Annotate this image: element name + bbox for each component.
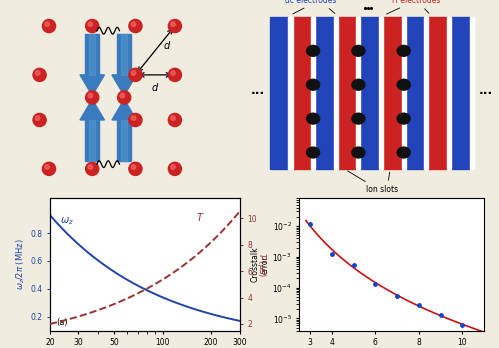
- Bar: [383, 17, 402, 169]
- Circle shape: [168, 68, 182, 81]
- Circle shape: [42, 162, 55, 175]
- Text: $T$: $T$: [196, 211, 204, 223]
- Circle shape: [306, 147, 320, 158]
- Circle shape: [306, 46, 320, 56]
- Circle shape: [306, 113, 320, 124]
- Text: $d$: $d$: [151, 81, 159, 94]
- Text: dc electrodes: dc electrodes: [285, 0, 336, 5]
- Circle shape: [88, 93, 93, 98]
- Circle shape: [352, 113, 365, 124]
- Bar: [356, 17, 360, 169]
- Circle shape: [397, 113, 410, 124]
- Circle shape: [171, 71, 175, 75]
- Bar: [428, 17, 447, 169]
- Circle shape: [352, 46, 365, 56]
- Circle shape: [171, 116, 175, 120]
- Bar: [451, 17, 470, 169]
- Bar: [406, 17, 424, 169]
- Circle shape: [131, 116, 136, 120]
- Circle shape: [306, 79, 320, 90]
- Bar: [89, 33, 95, 75]
- Y-axis label: $\omega_z/2\pi$ (MHz): $\omega_z/2\pi$ (MHz): [15, 239, 27, 290]
- Circle shape: [86, 162, 99, 175]
- Bar: [121, 33, 127, 75]
- Circle shape: [171, 22, 175, 26]
- Bar: [288, 17, 292, 169]
- Text: ···: ···: [250, 87, 265, 100]
- Bar: [270, 17, 474, 169]
- Circle shape: [352, 147, 365, 158]
- Circle shape: [397, 79, 410, 90]
- Polygon shape: [80, 99, 104, 120]
- Text: Ion slots: Ion slots: [366, 185, 398, 194]
- Circle shape: [120, 93, 125, 98]
- Polygon shape: [112, 75, 136, 96]
- Circle shape: [129, 162, 142, 175]
- Bar: [360, 17, 379, 169]
- Circle shape: [42, 19, 55, 33]
- Circle shape: [352, 79, 365, 90]
- Bar: [338, 17, 356, 169]
- Circle shape: [88, 22, 93, 26]
- Circle shape: [171, 165, 175, 169]
- Circle shape: [129, 113, 142, 127]
- Bar: [121, 120, 127, 161]
- Circle shape: [168, 19, 182, 33]
- Circle shape: [397, 46, 410, 56]
- Circle shape: [45, 165, 49, 169]
- Bar: [334, 17, 338, 169]
- Bar: [402, 17, 406, 169]
- Circle shape: [35, 116, 40, 120]
- Circle shape: [118, 91, 131, 104]
- Text: ···: ···: [479, 87, 493, 100]
- Circle shape: [129, 68, 142, 81]
- Bar: [117, 120, 131, 161]
- Circle shape: [131, 165, 136, 169]
- Circle shape: [33, 68, 46, 81]
- Bar: [89, 120, 95, 161]
- Text: $\omega_z$: $\omega_z$: [60, 215, 73, 227]
- Circle shape: [168, 113, 182, 127]
- Polygon shape: [80, 75, 104, 96]
- Text: rf electrodes: rf electrodes: [392, 0, 441, 5]
- Circle shape: [86, 91, 99, 104]
- Circle shape: [131, 71, 136, 75]
- Circle shape: [45, 22, 49, 26]
- Text: (a): (a): [56, 318, 68, 327]
- Circle shape: [86, 19, 99, 33]
- Text: $d$: $d$: [163, 39, 171, 51]
- Bar: [447, 17, 451, 169]
- Bar: [270, 17, 288, 169]
- Bar: [315, 17, 334, 169]
- Bar: [292, 17, 311, 169]
- Polygon shape: [112, 99, 136, 120]
- Bar: [379, 17, 383, 169]
- Y-axis label: Crosstalk
error: Crosstalk error: [250, 247, 269, 282]
- Circle shape: [33, 113, 46, 127]
- Bar: [311, 17, 315, 169]
- Bar: [424, 17, 428, 169]
- Bar: [85, 120, 99, 161]
- Circle shape: [397, 147, 410, 158]
- Circle shape: [35, 71, 40, 75]
- Bar: [117, 33, 131, 75]
- Circle shape: [168, 162, 182, 175]
- Circle shape: [129, 19, 142, 33]
- Circle shape: [131, 22, 136, 26]
- Bar: [85, 33, 99, 75]
- Circle shape: [88, 165, 93, 169]
- Bar: [470, 17, 474, 169]
- Y-axis label: $T$ ($\mu$s): $T$ ($\mu$s): [255, 252, 268, 277]
